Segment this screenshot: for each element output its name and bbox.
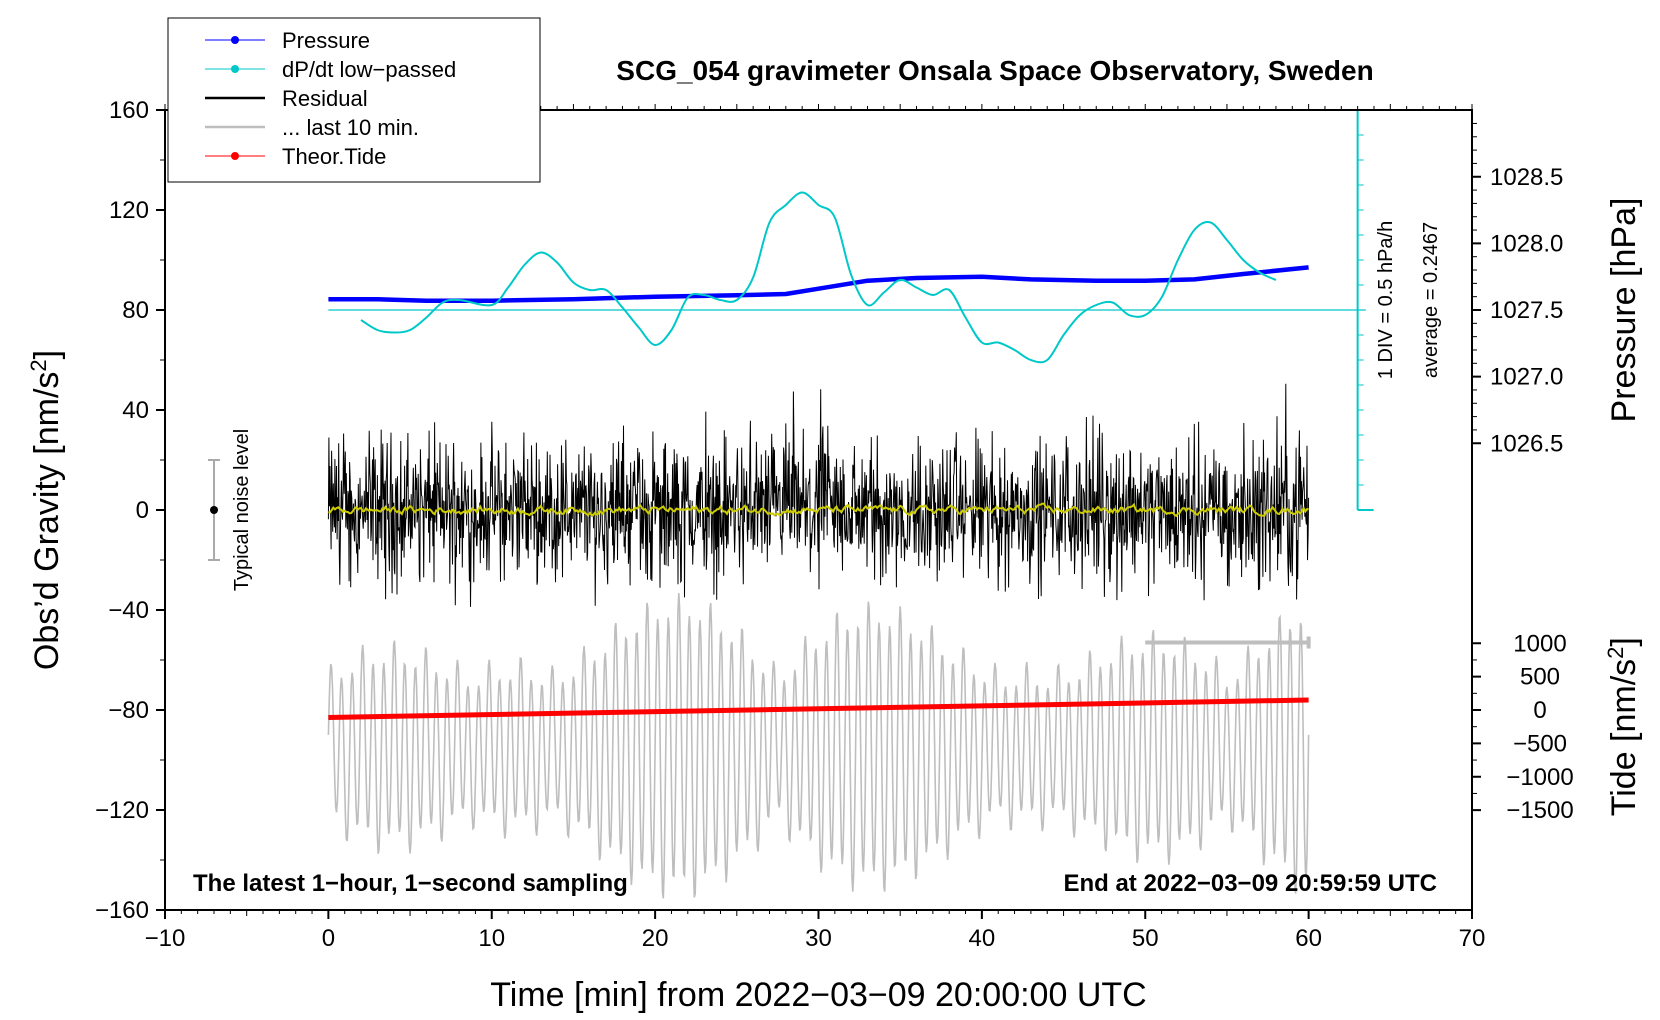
y-tick-label: 160 (109, 97, 149, 124)
annotation-left: The latest 1−hour, 1−second sampling (193, 870, 628, 897)
legend-marker (231, 36, 239, 44)
y-tick-label: 0 (136, 497, 149, 524)
x-tick-label: 0 (322, 925, 335, 952)
y-tick-label: 80 (122, 297, 149, 324)
y-tick-label: 40 (122, 397, 149, 424)
x-tick-label: 50 (1132, 925, 1159, 952)
y-tick-label: −120 (95, 797, 149, 824)
legend-marker (231, 65, 239, 73)
x-tick-label: −10 (145, 925, 186, 952)
pressure-tick-label: 1027.5 (1490, 297, 1563, 324)
tide-tick-label: 500 (1520, 664, 1560, 691)
tide-tick-label: 1000 (1513, 630, 1566, 657)
chart-title: SCG_054 gravimeter Onsala Space Observat… (616, 55, 1373, 86)
dpdt-scale-label: 1 DIV = 0.5 hPa/h (1375, 221, 1397, 379)
residual-smoothed-line (328, 502, 1309, 518)
tide-tick-label: −1000 (1506, 764, 1573, 791)
pressure-tick-label: 1028.0 (1490, 230, 1563, 257)
legend-label: Residual (282, 86, 368, 111)
noise-bar-dot (210, 506, 219, 514)
x-tick-label: 70 (1459, 925, 1486, 952)
last-10-min-line (327, 593, 1310, 899)
y-tick-label: −80 (108, 697, 149, 724)
x-tick-label: 30 (805, 925, 832, 952)
legend: Pressure dP/dt low−passed Residual ... last… (167, 17, 541, 183)
tide-axis-label-end: ] (1605, 637, 1643, 646)
tide-axis-label-main: Tide [nm/s (1605, 659, 1643, 816)
dpdt-average-label: average = 0.2467 (1420, 222, 1442, 378)
pressure-tick-label: 1028.5 (1490, 164, 1563, 191)
y-tick-label: −40 (108, 597, 149, 624)
legend-label: Theor.Tide (282, 144, 386, 169)
theor-tide-line (328, 697, 1309, 720)
legend-label: dP/dt low−passed (282, 57, 456, 82)
tide-tick-label: −1500 (1506, 797, 1573, 824)
x-axis-label: Time [min] from 2022−03−09 20:00:00 UTC (490, 976, 1146, 1014)
tide-tick-label: −500 (1513, 730, 1567, 757)
legend-marker (231, 152, 239, 160)
annotation-right: End at 2022−03−09 20:59:59 UTC (1063, 870, 1437, 897)
y-axis-label: Obs’d Gravity [nm/s2] (26, 350, 66, 670)
pressure-axis-label: Pressure [hPa] (1605, 198, 1643, 423)
tide-tick-label: 0 (1533, 697, 1546, 724)
x-tick-label: 20 (642, 925, 669, 952)
pressure-tick-label: 1027.0 (1490, 364, 1563, 391)
y-axis-label-sup: 2 (26, 359, 51, 371)
y-tick-label: 120 (109, 197, 149, 224)
y-axis-label-end: ] (28, 350, 66, 359)
y-axis-label-main: Obs’d Gravity [nm/s (28, 372, 66, 671)
residual-line (327, 383, 1310, 607)
legend-label: Pressure (282, 28, 370, 53)
pressure-line (328, 265, 1309, 303)
x-tick-label: 60 (1295, 925, 1322, 952)
legend-box (167, 17, 541, 183)
tide-axis-label-sup: 2 (1603, 647, 1628, 659)
x-tick-label: 40 (969, 925, 996, 952)
legend-label: ... last 10 min. (282, 115, 419, 140)
pressure-tick-label: 1026.5 (1490, 430, 1563, 457)
noise-bar-label: Typical noise level (231, 429, 253, 591)
dpdt-line (360, 191, 1277, 364)
y-tick-label: −160 (95, 897, 149, 924)
x-tick-label: 10 (478, 925, 505, 952)
tide-axis-label: Tide [nm/s2] (1603, 637, 1643, 816)
